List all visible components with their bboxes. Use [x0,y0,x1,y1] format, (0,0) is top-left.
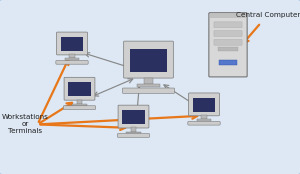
Bar [193,98,215,112]
Bar [72,104,87,106]
Text: Central Computer: Central Computer [236,12,300,18]
Text: Workstations
or
Terminals: Workstations or Terminals [2,114,49,134]
Bar [77,100,82,104]
Bar [210,14,246,18]
FancyBboxPatch shape [214,22,242,28]
Bar [202,115,206,119]
Bar [70,54,74,58]
Bar [68,82,91,96]
Bar [136,84,160,87]
Bar [219,60,237,65]
FancyBboxPatch shape [189,93,219,116]
FancyBboxPatch shape [122,88,175,93]
FancyBboxPatch shape [63,106,96,109]
Bar [218,47,238,51]
FancyBboxPatch shape [214,31,242,36]
Bar [126,132,141,133]
FancyBboxPatch shape [214,39,242,45]
FancyBboxPatch shape [118,105,149,128]
Bar [131,128,136,132]
FancyBboxPatch shape [209,13,247,77]
FancyBboxPatch shape [188,121,220,125]
FancyBboxPatch shape [117,134,150,137]
FancyBboxPatch shape [64,77,95,100]
FancyBboxPatch shape [57,32,87,55]
FancyBboxPatch shape [124,41,173,78]
Bar [144,78,153,84]
Bar [130,49,167,72]
FancyBboxPatch shape [56,61,88,64]
Bar [197,119,211,121]
Bar [61,37,83,51]
Bar [122,110,145,124]
Bar [65,58,79,60]
